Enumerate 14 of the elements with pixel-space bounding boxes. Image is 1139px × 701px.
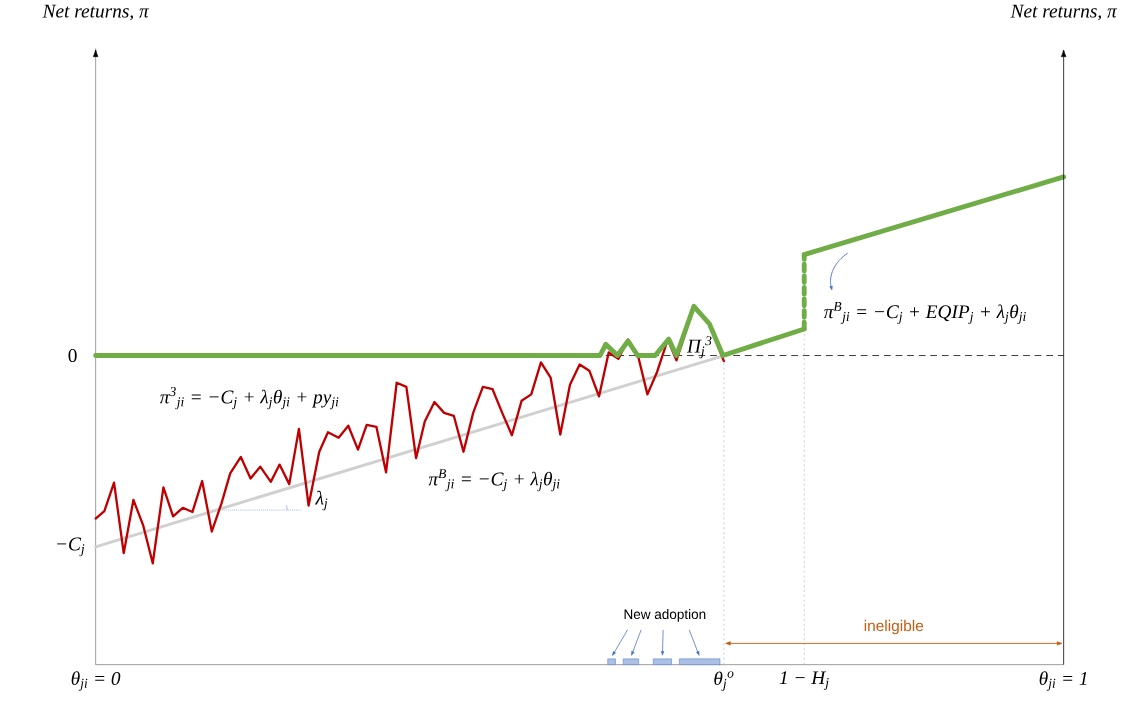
text: Net returns, π	[1010, 4, 1118, 21]
x-tick-label: 1 − H$_{j}$	[779, 671, 829, 690]
x-tick-label: θ$_{ji}$ = 0	[71, 671, 121, 691]
annotation: −C$_{j}$	[57, 537, 85, 557]
text: π$^{3}$$_{ji}$ = −C$_{j}$ + λ$_{j}$θ$_{ji}$ + py$_{ji}$	[159, 386, 339, 410]
ref-line-label: 0	[68, 348, 77, 362]
text: Net returns, π	[42, 4, 150, 21]
x-tick-label: θ$_{ji}$ = 1	[1039, 671, 1087, 691]
text: ineligible	[864, 619, 924, 635]
annotation: λ$_{j}$	[315, 490, 328, 511]
x-tick-label: θ$_{j}$o	[714, 671, 734, 691]
text: New adoption	[624, 608, 706, 622]
text: π$^{B}$$_{ji}$ = −C$_{j}$ + EQIP$_{j}$ + λ$_{j}$θ$_{ji}$	[823, 301, 1026, 324]
text: π$^{B}$$_{ji}$ = −C$_{j}$ + λ$_{j}$θ$_{ji}$	[428, 468, 560, 492]
